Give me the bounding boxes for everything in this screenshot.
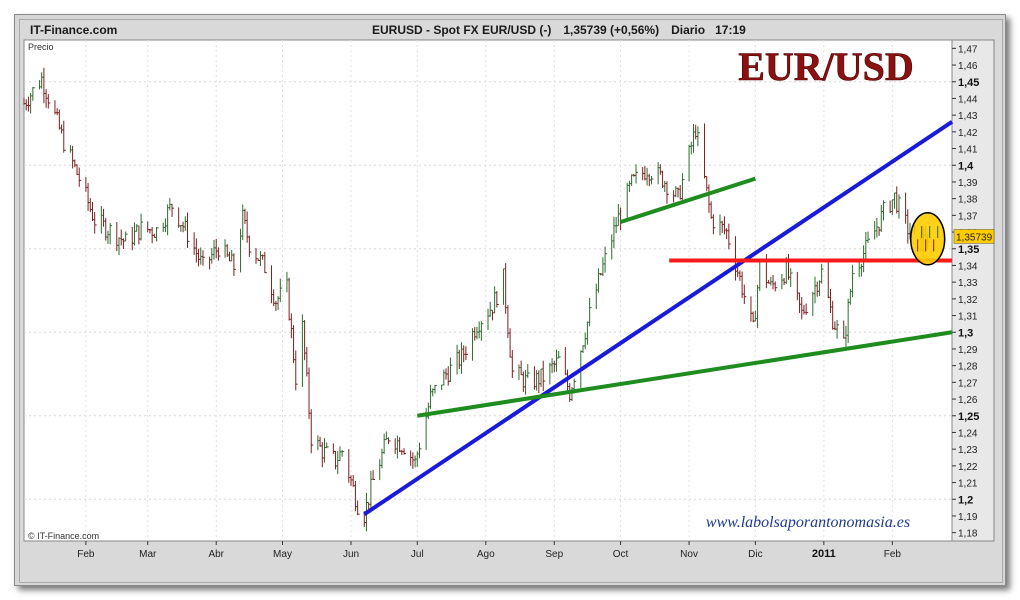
x-tick-label: May bbox=[273, 549, 292, 560]
plot-label: Precio bbox=[28, 42, 54, 52]
y-tick-label: 1,28 bbox=[958, 362, 978, 373]
period-label: Diario bbox=[671, 23, 705, 37]
y-tick-label: 1,4 bbox=[958, 160, 974, 172]
site-name: IT-Finance.com bbox=[30, 23, 117, 37]
y-tick-label: 1,38 bbox=[958, 195, 978, 206]
y-tick-label: 1,18 bbox=[958, 529, 978, 540]
y-tick-label: 1,25 bbox=[958, 411, 979, 423]
y-axis-panel bbox=[951, 39, 995, 542]
x-tick-label: Jul bbox=[411, 549, 424, 560]
y-tick-label: 1,31 bbox=[958, 312, 978, 323]
x-tick-label: 2011 bbox=[812, 548, 836, 560]
x-axis: Feb Mar Abr May Jun Jul Ago Sep Oct Nov Dic 2011 Feb bbox=[77, 541, 901, 560]
x-tick-label: Sep bbox=[545, 549, 563, 560]
x-tick-label: Jun bbox=[343, 549, 359, 560]
green-trendline bbox=[619, 176, 756, 224]
y-tick-label: 1,24 bbox=[958, 428, 978, 439]
y-tick-label: 1,46 bbox=[958, 61, 978, 72]
x-tick-label: Ago bbox=[477, 549, 495, 560]
y-tick-label: 1,43 bbox=[958, 111, 978, 122]
last-price-tag bbox=[953, 229, 995, 244]
gridlines bbox=[24, 40, 952, 541]
y-tick-label: 1,27 bbox=[958, 378, 978, 389]
overlays: 1,35739 bbox=[909, 211, 995, 266]
y-tick-label: 1,35 bbox=[958, 244, 979, 256]
y-tick-label: 1,41 bbox=[958, 145, 978, 156]
y-tick-label: 1,47 bbox=[958, 44, 978, 55]
y-tick-label: 1,45 bbox=[958, 77, 979, 89]
instrument-name: EURUSD - Spot FX EUR/USD (-) bbox=[372, 23, 551, 37]
green-trendline bbox=[416, 330, 953, 418]
y-tick-label: 1,42 bbox=[958, 128, 978, 139]
y-tick-label: 1,29 bbox=[958, 345, 978, 356]
x-tick-label: Oct bbox=[613, 549, 629, 560]
y-tick-label: 1,39 bbox=[958, 178, 978, 189]
y-tick-label: 1,21 bbox=[958, 479, 978, 490]
y-tick-label: 1,19 bbox=[958, 512, 978, 523]
y-tick-label: 1,26 bbox=[958, 395, 978, 406]
y-axis: 1,47 1,46 1,45 1,44 1,43 1,42 1,41 1,4 1,39 1,38 1… bbox=[952, 44, 979, 540]
plot-area bbox=[23, 39, 953, 542]
x-tick-label: Nov bbox=[680, 549, 698, 560]
quote-value: 1,35739 (+0,56%) bbox=[563, 23, 659, 37]
y-tick-label: 1,37 bbox=[958, 211, 978, 222]
y-tick-label: 1,32 bbox=[958, 295, 978, 306]
trendlines bbox=[363, 120, 954, 516]
y-tick-label: 1,2 bbox=[958, 494, 973, 506]
x-tick-label: Feb bbox=[77, 549, 95, 560]
y-tick-label: 1,3 bbox=[958, 327, 973, 339]
y-tick-label: 1,33 bbox=[958, 278, 978, 289]
header-instrument: EURUSD - Spot FX EUR/USD (-) 1,35739 (+0,… bbox=[372, 23, 746, 37]
watermark: www.labolsaporantonomasia.es bbox=[706, 514, 910, 531]
price-series bbox=[23, 67, 930, 532]
big-title: EUR/USD bbox=[738, 44, 914, 89]
x-tick-label: Abr bbox=[208, 549, 224, 560]
copyright: © IT-Finance.com bbox=[28, 531, 99, 541]
y-tick-label: 1,22 bbox=[958, 462, 978, 473]
blue-trendline bbox=[363, 120, 954, 516]
last-price-label: 1,35739 bbox=[956, 232, 993, 243]
x-tick-label: Dic bbox=[748, 549, 762, 560]
y-tick-label: 1,34 bbox=[958, 261, 978, 272]
time-label: 17:19 bbox=[715, 23, 746, 37]
highlight-circle bbox=[909, 211, 946, 266]
x-tick-label: Mar bbox=[139, 549, 157, 560]
y-tick-label: 1,44 bbox=[958, 94, 978, 105]
x-tick-label: Feb bbox=[884, 549, 902, 560]
y-tick-label: 1,23 bbox=[958, 445, 978, 456]
